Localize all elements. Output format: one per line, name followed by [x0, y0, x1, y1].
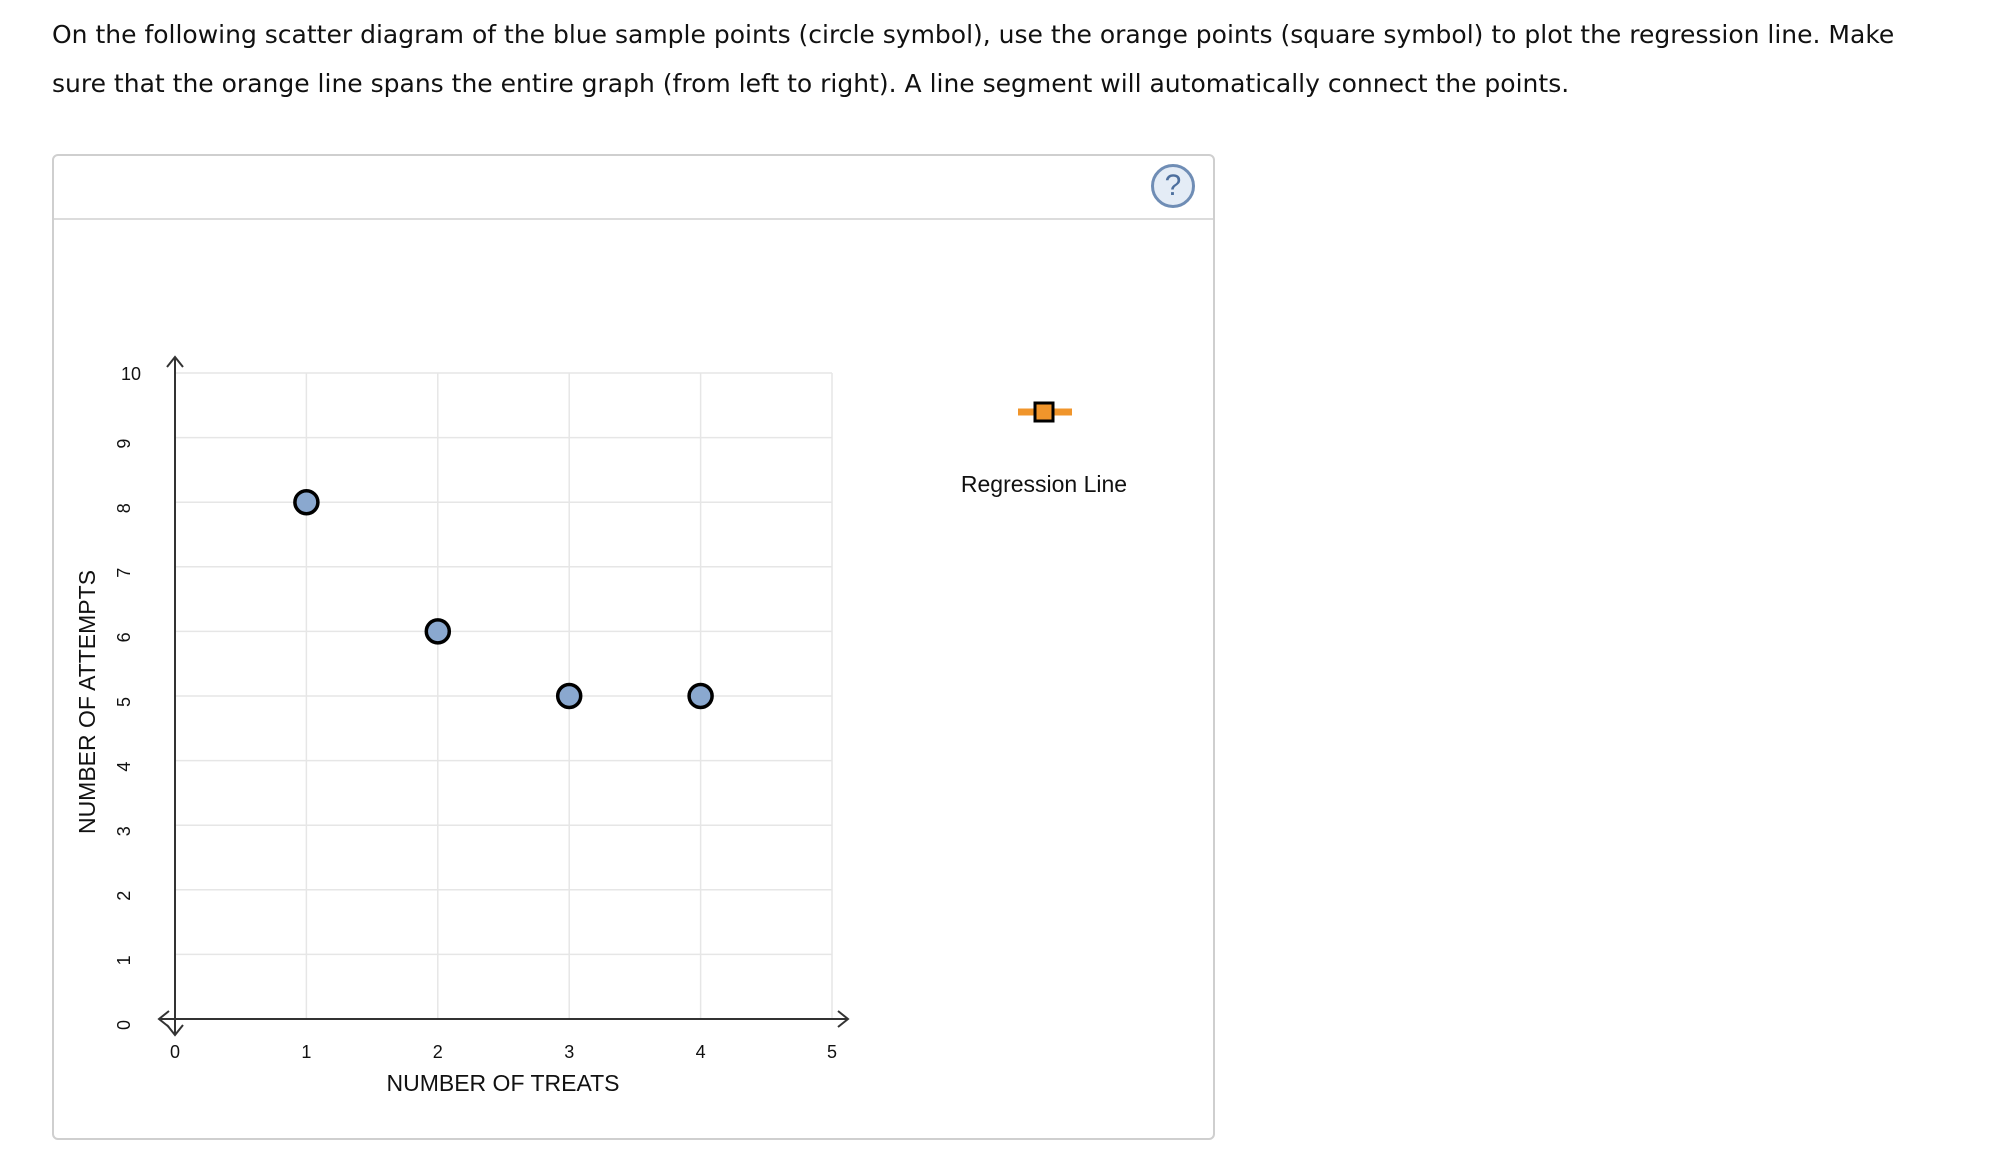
x-axis-arrow-right	[837, 1010, 850, 1028]
sample-point	[555, 682, 583, 710]
x-tick-label: 2	[433, 1042, 443, 1062]
y-tick-label: 0	[114, 1020, 134, 1030]
x-tick-label: 3	[564, 1042, 574, 1062]
x-axis-title: NUMBER OF TREATS	[387, 1070, 620, 1096]
regression-line-tool[interactable]: Regression Line	[961, 401, 1127, 497]
graph-panel: ?	[52, 154, 1215, 1140]
y-tick-label: 9	[114, 439, 134, 449]
y-tick-label: 8	[114, 503, 134, 513]
instructions-text: On the following scatter diagram of the …	[52, 20, 1895, 98]
x-tick-label: 1	[301, 1042, 311, 1062]
y-tick-label: 10	[121, 364, 141, 384]
sample-point	[687, 682, 714, 710]
y-tick-label: 1	[114, 955, 134, 965]
tick-labels: 0 1 2 3 4 5 0 1 2 3 4 5 6 7 8 9 10	[114, 364, 837, 1062]
y-tick-label: 3	[114, 826, 134, 836]
help-icon: ?	[1164, 169, 1182, 202]
panel-toolbar: ?	[54, 156, 1213, 220]
axes	[157, 355, 850, 1037]
y-axis-title: NUMBER OF ATTEMPTS	[74, 570, 100, 834]
x-tick-label: 4	[696, 1042, 706, 1062]
y-tick-label: 5	[114, 697, 134, 707]
x-tick-label: 5	[827, 1042, 837, 1062]
regression-line-tool-icon[interactable]	[1018, 401, 1072, 423]
sample-point	[293, 488, 320, 516]
y-tick-label: 4	[114, 762, 134, 772]
legend-square-marker[interactable]	[1033, 401, 1055, 423]
x-tick-label: 0	[170, 1042, 180, 1062]
grid-lines	[175, 372, 833, 1019]
regression-line-label: Regression Line	[961, 471, 1127, 497]
y-tick-label: 6	[114, 632, 134, 642]
y-axis-arrow-up	[166, 355, 184, 368]
y-tick-label: 2	[114, 891, 134, 901]
sample-point	[424, 618, 452, 645]
help-button[interactable]: ?	[1151, 164, 1195, 208]
sample-points	[293, 488, 714, 710]
x-axis-arrow-left	[157, 1010, 170, 1028]
y-axis-arrow-down	[166, 1024, 184, 1037]
y-tick-label: 7	[114, 568, 134, 578]
